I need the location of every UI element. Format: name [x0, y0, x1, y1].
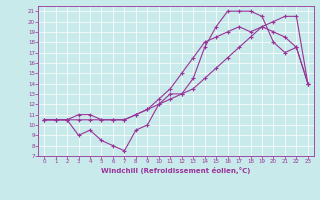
X-axis label: Windchill (Refroidissement éolien,°C): Windchill (Refroidissement éolien,°C) [101, 167, 251, 174]
